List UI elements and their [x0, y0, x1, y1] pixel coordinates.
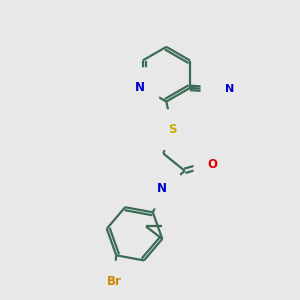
Text: C: C [214, 84, 222, 94]
Text: N: N [157, 182, 167, 194]
Text: Br: Br [107, 275, 122, 288]
Text: S: S [168, 123, 176, 136]
Text: N: N [225, 84, 235, 94]
Text: H: H [148, 183, 157, 193]
Text: N: N [135, 81, 145, 94]
Text: O: O [208, 158, 218, 171]
